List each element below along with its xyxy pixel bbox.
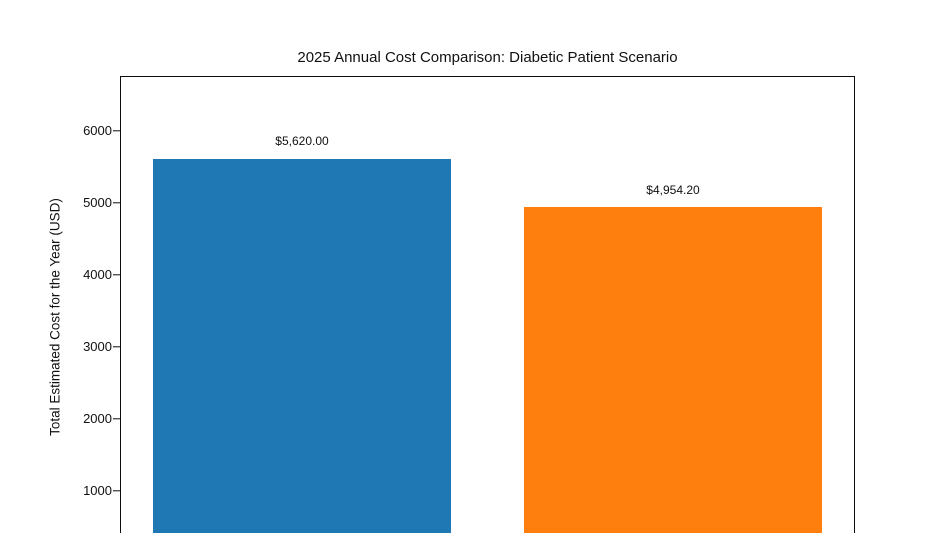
y-axis-label: Total Estimated Cost for the Year (USD) [47, 198, 63, 436]
y-tick-label-5000: 5000 [83, 195, 112, 210]
bar-series-1 [524, 207, 822, 533]
y-tick-mark [113, 490, 120, 492]
y-tick-label-4000: 4000 [83, 267, 112, 282]
y-tick-mark [113, 202, 120, 204]
chart-title: 2025 Annual Cost Comparison: Diabetic Pa… [297, 49, 678, 66]
y-tick-mark [113, 130, 120, 132]
y-tick-mark [113, 418, 120, 420]
y-tick-label-1000: 1000 [83, 483, 112, 498]
y-tick-label-2000: 2000 [83, 411, 112, 426]
bar-value-label-1: $4,954.20 [646, 183, 700, 197]
plot-area: $5,620.00 $4,954.20 [120, 76, 855, 533]
bar-series-0 [153, 159, 451, 533]
y-tick-mark [113, 346, 120, 348]
bar-value-label-0: $5,620.00 [275, 134, 329, 148]
y-tick-label-6000: 6000 [83, 123, 112, 138]
y-tick-label-3000: 3000 [83, 339, 112, 354]
y-tick-mark [113, 274, 120, 276]
